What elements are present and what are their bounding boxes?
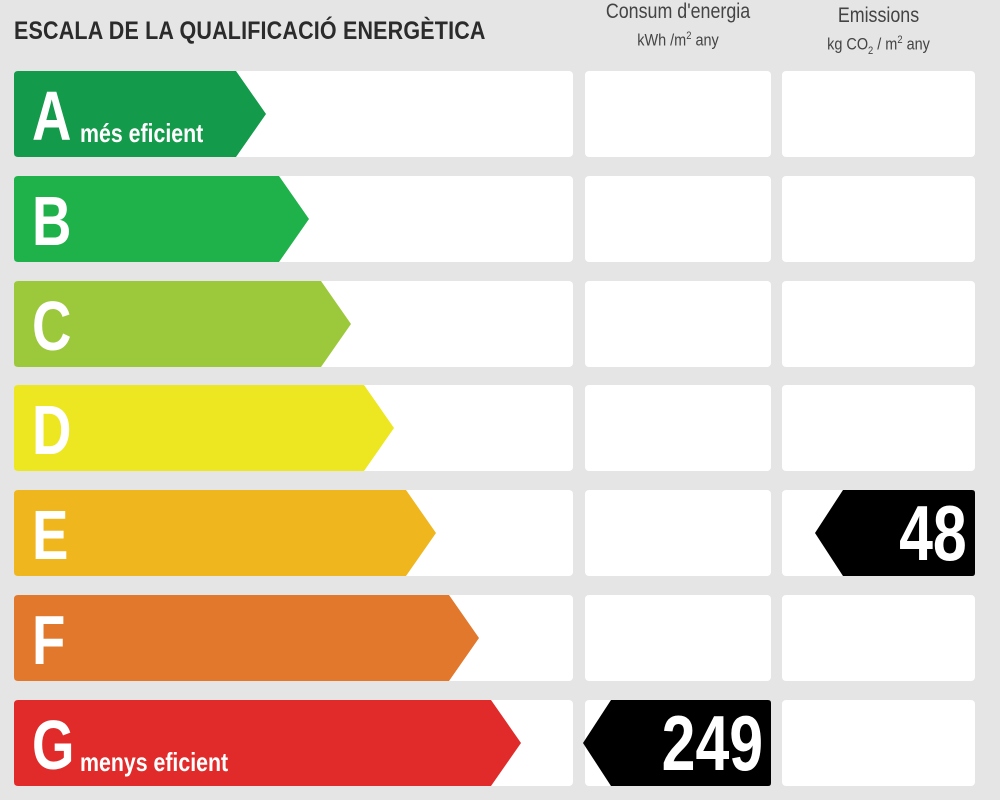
class-letter: A bbox=[32, 77, 72, 155]
class-letter: C bbox=[32, 287, 72, 365]
class-letter: D bbox=[32, 391, 72, 469]
rating-arrow-shape bbox=[583, 700, 771, 786]
energy-rating-value: 249 bbox=[661, 699, 763, 787]
emissions-cell bbox=[782, 281, 975, 367]
class-arrow-shape bbox=[14, 176, 309, 262]
emissions-cell bbox=[782, 176, 975, 262]
energy-cell bbox=[585, 595, 771, 681]
page-title: ESCALA DE LA QUALIFICACIÓ ENERGÈTICA bbox=[14, 17, 486, 45]
emissions-cell bbox=[782, 71, 975, 157]
class-letter: E bbox=[32, 496, 69, 574]
class-letter: B bbox=[32, 182, 72, 260]
energy-cell bbox=[585, 490, 771, 576]
class-arrow-shape bbox=[14, 385, 394, 471]
energy-column-unit: kWh /m2 any bbox=[637, 30, 719, 50]
class-arrow-shape bbox=[14, 595, 479, 681]
emissions-rating-marker: 48 bbox=[815, 490, 975, 576]
emissions-column-unit: kg CO2 / m2 any bbox=[827, 34, 930, 58]
energy-column-label: Consum d'energia bbox=[605, 0, 751, 23]
class-label: menys eficient bbox=[80, 747, 229, 777]
emissions-column-header: Emissions kg CO2 / m2 any bbox=[782, 4, 975, 57]
class-bar-f: F bbox=[14, 595, 479, 681]
class-arrow-shape bbox=[14, 490, 436, 576]
class-bar-e: E bbox=[14, 490, 436, 576]
rating-arrow-shape bbox=[815, 490, 975, 576]
class-bar-c: C bbox=[14, 281, 351, 367]
class-arrow-shape bbox=[14, 700, 521, 786]
class-letter: F bbox=[32, 601, 66, 679]
energy-cell bbox=[585, 385, 771, 471]
class-bar-b: B bbox=[14, 176, 309, 262]
emissions-cell bbox=[782, 700, 975, 786]
energy-cell bbox=[585, 176, 771, 262]
class-letter: G bbox=[32, 706, 75, 784]
energy-cell bbox=[585, 281, 771, 367]
class-arrow-shape bbox=[14, 71, 266, 157]
class-label: més eficient bbox=[80, 118, 204, 148]
class-bar-d: D bbox=[14, 385, 394, 471]
energy-rating-marker: 249 bbox=[583, 700, 771, 786]
energy-cell bbox=[585, 71, 771, 157]
emissions-rating-value: 48 bbox=[899, 489, 967, 577]
emissions-cell bbox=[782, 385, 975, 471]
class-arrow-shape bbox=[14, 281, 351, 367]
energy-column-header: Consum d'energia kWh /m2 any bbox=[585, 0, 771, 51]
emissions-cell bbox=[782, 595, 975, 681]
emissions-column-label: Emissions bbox=[837, 4, 920, 27]
